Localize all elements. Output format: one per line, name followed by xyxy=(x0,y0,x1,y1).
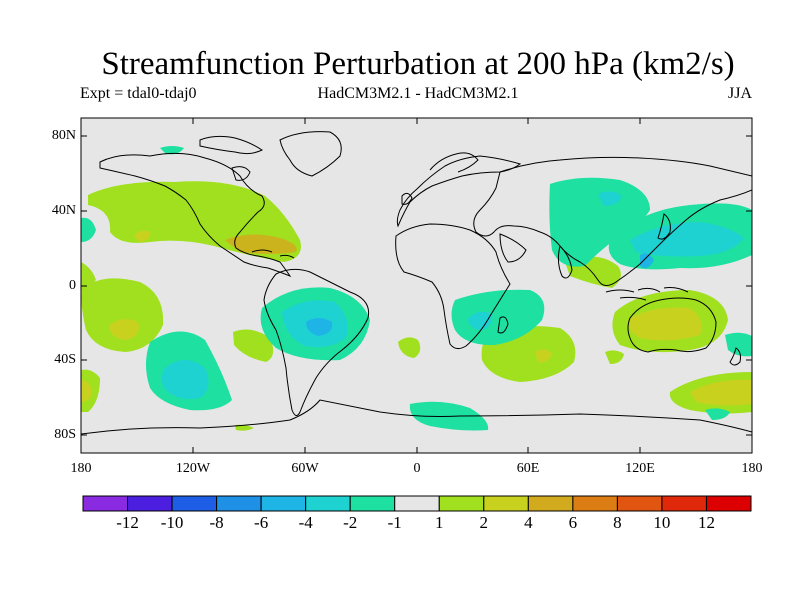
contour-negative-asia-inner xyxy=(598,191,622,206)
contour-positive-australia-inner xyxy=(628,307,702,341)
coast-europe xyxy=(396,155,522,228)
x-tick-180-right: 180 xyxy=(741,461,763,476)
contour-negative-south-pacific-far xyxy=(705,408,730,420)
contour-positive-indian-east xyxy=(605,350,624,364)
colorbar-label: 6 xyxy=(568,513,578,532)
colorbar-swatch xyxy=(483,495,529,512)
contour-positive-dateline-south-inner xyxy=(81,380,92,402)
axis-ticks xyxy=(80,118,753,453)
colorbar-label: 2 xyxy=(479,513,489,532)
season-label: JJA xyxy=(728,85,753,102)
colorbar-swatch xyxy=(82,495,129,512)
contour-positive-tasman-inner xyxy=(690,379,752,406)
contour-positive-wpacific-small xyxy=(92,192,118,205)
x-tick-60e: 60E xyxy=(516,461,540,476)
colorbar-label: -2 xyxy=(343,513,358,532)
colorbar-label: -1 xyxy=(387,513,402,532)
contour-negative-japan-core xyxy=(640,253,654,268)
y-tick-40s: 40S xyxy=(54,352,76,367)
contour-negative-southern-africa-inner xyxy=(468,311,493,330)
colorbar-label: -12 xyxy=(116,513,139,532)
colorbar-swatch xyxy=(616,495,663,512)
colorbar-swatch xyxy=(438,495,485,512)
contour-positive-chile xyxy=(233,329,274,362)
contour-positive-southamerica-small xyxy=(235,424,254,431)
x-tick-0: 0 xyxy=(413,461,421,476)
colorbar-swatch xyxy=(216,495,262,512)
x-tick-120w: 120W xyxy=(175,461,211,476)
coast-south-america xyxy=(263,268,370,416)
colorbar-swatch xyxy=(305,495,351,512)
contour-negative-se-pacific-inner xyxy=(161,360,209,399)
coast-arctic-islands xyxy=(199,135,263,155)
y-tick-80n: 80N xyxy=(51,128,76,143)
coast-australia xyxy=(627,297,717,353)
contour-positive-safrica xyxy=(398,337,421,358)
contour-negative-brazil-core xyxy=(306,318,333,336)
contour-positive-npacific-inner xyxy=(134,230,151,242)
coast-indonesia xyxy=(605,287,689,301)
colorbar-swatch xyxy=(527,495,574,512)
x-tick-180-left: 180 xyxy=(70,461,92,476)
contour-positive-wpacific-west xyxy=(81,262,96,292)
contour-positive-caribbean xyxy=(225,234,297,254)
colorbar-swatch xyxy=(661,495,707,512)
colorbar xyxy=(82,495,752,512)
colorbar-label: 10 xyxy=(653,513,671,532)
colorbar-label: 8 xyxy=(613,513,622,532)
coast-india xyxy=(557,245,573,279)
colorbar-swatch xyxy=(260,495,307,512)
colorbar-swatch xyxy=(394,495,440,512)
colorbar-swatch xyxy=(171,495,218,512)
coast-greenland xyxy=(279,131,342,177)
colorbar-swatch xyxy=(572,495,618,512)
model-label: HadCM3M2.1 - HadCM3M2.1 xyxy=(317,85,519,102)
coast-africa xyxy=(395,223,511,350)
coast-japan xyxy=(657,213,671,240)
coast-arabia xyxy=(499,233,527,263)
y-tick-0: 0 xyxy=(69,278,76,293)
x-tick-120e: 120E xyxy=(625,461,655,476)
contour-negative-southern-africa xyxy=(451,289,545,346)
coast-asia xyxy=(473,156,752,286)
contour-negative-npacific-west-inner xyxy=(630,222,744,257)
coast-british-isles xyxy=(401,192,413,205)
coast-hudson xyxy=(231,166,251,181)
colorbar-label: 4 xyxy=(524,513,533,532)
y-tick-80s: 80S xyxy=(54,427,76,442)
contour-negative-west-pacific-edge xyxy=(81,217,96,242)
contour-negative-arctic xyxy=(160,146,184,155)
coast-north-america xyxy=(99,152,292,278)
colorbar-label: -6 xyxy=(254,513,269,532)
coast-scandinavia xyxy=(429,152,479,173)
y-tick-40n: 40N xyxy=(51,203,76,218)
colorbar-swatch xyxy=(349,495,396,512)
coast-antarctica xyxy=(81,399,752,435)
figure-title: Streamfunction Perturbation at 200 hPa (… xyxy=(101,46,735,82)
field-contours xyxy=(81,146,752,431)
colorbar-label: 1 xyxy=(435,513,444,532)
coast-caribbean xyxy=(251,249,295,259)
contour-negative-asia xyxy=(549,177,650,267)
contour-positive-spacific xyxy=(81,278,164,352)
colorbar-swatch xyxy=(127,495,173,512)
coast-new-zealand xyxy=(729,347,741,366)
contour-negative-east-australia xyxy=(725,332,752,357)
colorbar-label: 12 xyxy=(697,513,715,532)
experiment-label: Expt = tdal0-tdaj0 xyxy=(80,85,197,102)
coastlines xyxy=(81,131,752,435)
contour-positive-spacific-inner xyxy=(109,319,139,340)
coast-madagascar xyxy=(497,316,509,334)
colorbar-label: -4 xyxy=(298,513,313,532)
colorbar-swatch xyxy=(705,495,752,512)
contour-positive-sindian-inner xyxy=(535,349,552,363)
colorbar-label: -10 xyxy=(160,513,184,532)
colorbar-label: -8 xyxy=(209,513,224,532)
x-tick-60w: 60W xyxy=(291,461,319,476)
